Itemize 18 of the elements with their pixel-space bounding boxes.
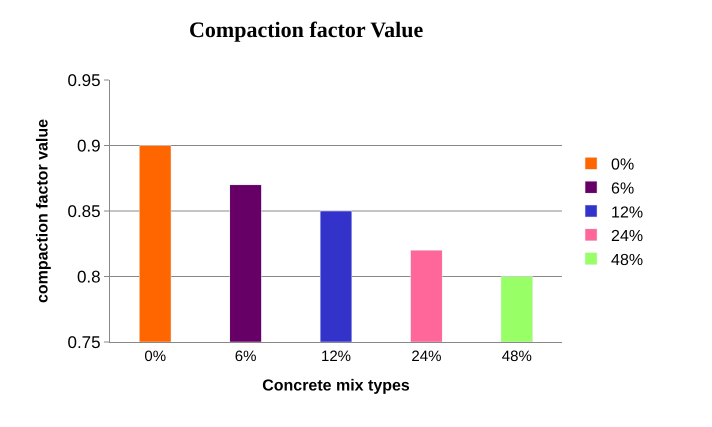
x-tick-label: 48% [502,348,532,365]
y-axis-title: compaction factor value [34,118,52,304]
y-tick-label: 0.75 [68,332,101,352]
x-axis-title: Concrete mix types [262,378,410,395]
chart-title: Compaction factor Value [189,16,424,42]
y-tick-label: 0.9 [76,136,101,156]
x-tick-label: 24% [411,348,442,365]
x-tick-label: 12% [320,348,352,365]
legend-label: 12% [611,204,644,222]
legend-label: 24% [611,228,644,246]
y-tick-label: 0.8 [76,267,101,286]
legend-label: 0% [611,156,634,174]
x-tick-label: 0% [144,348,166,365]
legend-label: 48% [611,252,644,269]
x-tick-label: 6% [234,348,256,365]
legend-label: 6% [611,180,634,198]
y-tick-label: 0.95 [68,70,101,90]
y-tick-label: 0.85 [68,202,101,221]
